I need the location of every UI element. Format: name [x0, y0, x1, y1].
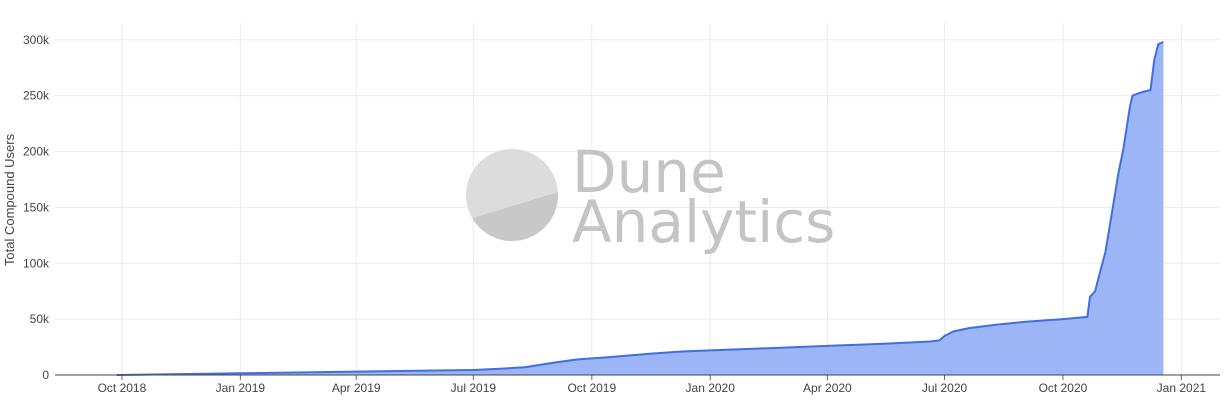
y-tick-label: 150k [23, 200, 50, 214]
x-tick-label: Jul 2019 [451, 381, 497, 395]
y-tick-label: 200k [23, 145, 50, 159]
x-tick-label: Oct 2018 [98, 381, 147, 395]
watermark-word-2: Analytics [572, 188, 835, 256]
y-tick-label: 50k [30, 312, 50, 326]
grid-lines [55, 23, 1220, 375]
axes: 0 50k 100k 150k 200k 250k 300k Oct 2018 Jan 2019… [23, 33, 1220, 395]
area-fill [116, 42, 1164, 375]
y-tick-label: 0 [42, 368, 49, 382]
x-tick-label: Apr 2019 [332, 381, 381, 395]
x-tick-label: Oct 2020 [1039, 381, 1088, 395]
x-tick-label: Apr 2020 [803, 381, 852, 395]
y-tick-label: 300k [23, 33, 50, 47]
x-tick-label: Jan 2020 [686, 381, 736, 395]
dune-logo-icon [466, 149, 558, 241]
x-tick-label: Jul 2020 [922, 381, 968, 395]
x-tick-label: Jan 2021 [1157, 381, 1207, 395]
series-line [116, 41, 1164, 376]
y-tick-label: 250k [23, 89, 50, 103]
y-axis-title: Total Compound Users [2, 133, 17, 266]
y-tick-label: 100k [23, 256, 50, 270]
watermark-word-1: Dune [572, 138, 726, 206]
dune-analytics-watermark: Dune Analytics [466, 138, 835, 256]
series-users [116, 41, 1164, 376]
x-tick-label: Oct 2019 [567, 381, 616, 395]
x-tick-label: Jan 2019 [216, 381, 266, 395]
